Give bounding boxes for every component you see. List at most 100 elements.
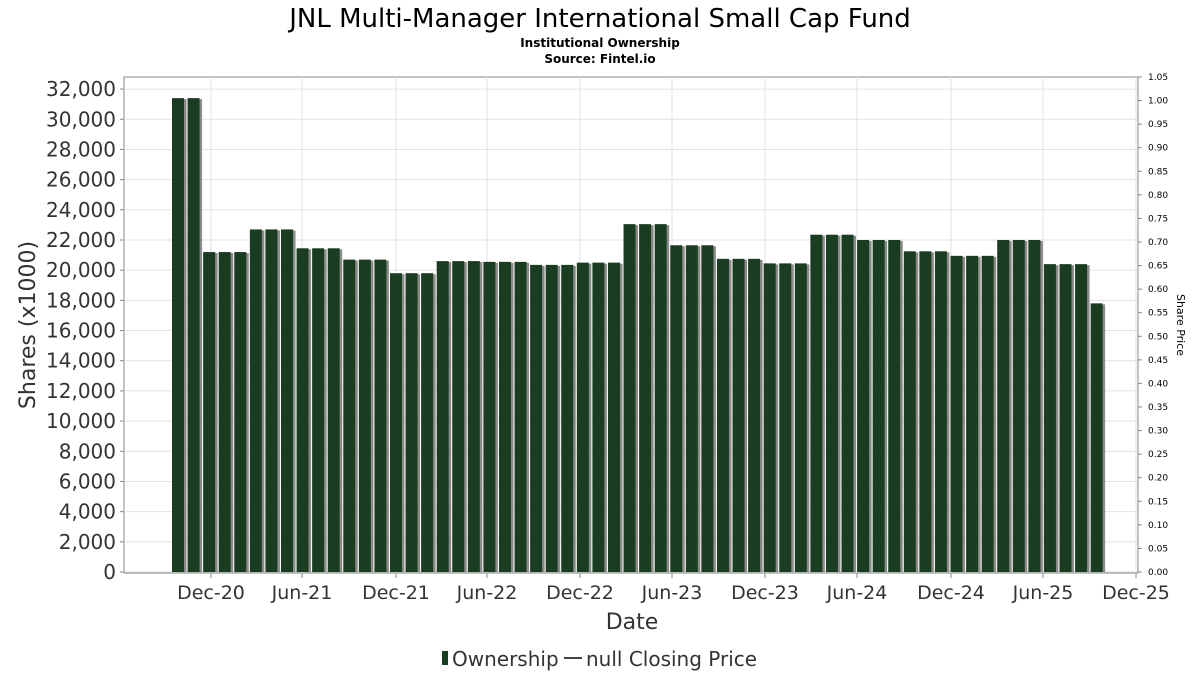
y2-tick-label: 1.05 <box>1148 73 1168 83</box>
ownership-bar <box>467 261 480 572</box>
ownership-bar <box>203 252 216 572</box>
y-tick-label: 30,000 <box>46 107 116 131</box>
axes: 0 2,000 4,000 6,000 8,000 10,000 12,000 14,000 1… <box>46 73 1170 604</box>
y-tick-label: 12,000 <box>46 379 116 403</box>
legend: Ownership null Closing Price <box>442 647 757 671</box>
ownership-bar <box>592 262 605 572</box>
y2-tick-label: 0.75 <box>1148 214 1168 224</box>
ownership-bar <box>265 229 278 573</box>
x-tick-label: Dec-20 <box>177 582 245 604</box>
ownership-bar <box>1075 264 1088 572</box>
y-tick-label: 4,000 <box>59 500 116 524</box>
legend-ownership-swatch <box>442 651 448 665</box>
y-tick-label: 24,000 <box>46 198 116 222</box>
ownership-bar <box>903 251 916 572</box>
y2-tick-label: 0.50 <box>1148 332 1168 342</box>
x-tick-label: Jun-25 <box>1012 582 1074 604</box>
y2-tick-label: 1.00 <box>1148 97 1168 107</box>
ownership-bar <box>670 245 683 572</box>
x-tick-label: Jun-21 <box>271 582 333 604</box>
y-tick-label: 0 <box>103 560 116 584</box>
ownership-bar <box>452 261 465 572</box>
ownership-bar <box>358 259 371 572</box>
y2-tick-label: 0.30 <box>1148 427 1168 437</box>
ownership-bar <box>218 252 231 572</box>
ownership-bar <box>794 263 807 572</box>
chart-source: Source: Fintel.io <box>544 52 655 66</box>
chart-title: JNL Multi-Manager International Small Ca… <box>287 4 911 34</box>
ownership-bar <box>498 261 511 572</box>
ownership-bar <box>997 239 1010 573</box>
ownership-bar <box>296 248 309 572</box>
ownership-bar <box>701 245 714 572</box>
x-axis-label: Date <box>606 610 659 635</box>
ownership-bar <box>779 263 792 572</box>
ownership-bar <box>545 264 558 572</box>
y2-tick-label: 0.70 <box>1148 238 1168 248</box>
ownership-bar <box>748 258 761 572</box>
ownership-bar <box>234 252 247 572</box>
y-tick-label: 16,000 <box>46 319 116 343</box>
ownership-bar <box>249 229 262 573</box>
x-tick-label: Dec-22 <box>546 582 614 604</box>
ownership-bar <box>857 239 870 573</box>
ownership-bar <box>888 239 901 573</box>
ownership-bar <box>950 255 963 572</box>
x-tick-label: Dec-25 <box>1102 582 1170 604</box>
y-tick-label: 22,000 <box>46 228 116 252</box>
ownership-bar <box>872 239 885 573</box>
y2-tick-label: 0.60 <box>1148 285 1168 295</box>
y2-tick-label: 0.95 <box>1148 120 1168 130</box>
x-tick-label: Dec-23 <box>731 582 799 604</box>
ownership-bar <box>389 273 402 572</box>
bars <box>172 98 1106 573</box>
ownership-bar <box>966 255 979 572</box>
ownership-bar <box>934 251 947 572</box>
y2-tick-label: 0.00 <box>1148 568 1168 578</box>
x-tick-label: Dec-21 <box>362 582 430 604</box>
y2-tick-label: 0.20 <box>1148 474 1168 484</box>
y2-axis-label: Share Price <box>1174 294 1187 356</box>
ownership-bar <box>763 263 776 572</box>
ownership-bar <box>810 234 823 572</box>
ownership-bar <box>607 262 620 572</box>
ownership-bar <box>732 258 745 572</box>
ownership-bar <box>327 248 340 572</box>
y2-tick-label: 0.90 <box>1148 144 1168 154</box>
y-tick-label: 10,000 <box>46 409 116 433</box>
ownership-bar <box>172 98 184 572</box>
ownership-bar <box>1059 264 1072 572</box>
ownership-bar <box>919 251 932 572</box>
y-tick-label: 20,000 <box>46 258 116 282</box>
y-tick-label: 26,000 <box>46 168 116 192</box>
ownership-bar <box>639 224 652 572</box>
ownership-bar <box>685 245 698 572</box>
y2-tick-label: 0.25 <box>1148 450 1168 460</box>
ownership-bar <box>576 262 589 572</box>
chart-subtitle: Institutional Ownership <box>520 36 680 50</box>
y2-tick-label: 0.05 <box>1148 544 1168 554</box>
x-tick-label: Jun-22 <box>456 582 518 604</box>
y2-tick-label: 0.40 <box>1148 379 1168 389</box>
x-tick-label: Dec-24 <box>917 582 985 604</box>
y-tick-label: 6,000 <box>59 469 116 493</box>
ownership-bar <box>1090 303 1103 572</box>
ownership-bar <box>654 224 667 572</box>
ownership-bar <box>436 261 449 572</box>
y-tick-label: 8,000 <box>59 439 116 463</box>
ownership-bar <box>374 259 387 572</box>
y2-tick-label: 0.15 <box>1148 497 1168 507</box>
ownership-bar <box>561 264 574 572</box>
y2-tick-label: 0.85 <box>1148 167 1168 177</box>
y-tick-label: 28,000 <box>46 137 116 161</box>
ownership-bar <box>421 273 434 572</box>
legend-price-label: null Closing Price <box>586 647 757 671</box>
ownership-bar <box>1028 239 1041 573</box>
y-tick-label: 2,000 <box>59 530 116 554</box>
ownership-bar <box>716 258 729 572</box>
y2-tick-label: 0.80 <box>1148 191 1168 201</box>
ownership-bar <box>530 264 543 572</box>
ownership-bar <box>280 229 293 573</box>
legend-ownership-label: Ownership <box>452 647 559 671</box>
